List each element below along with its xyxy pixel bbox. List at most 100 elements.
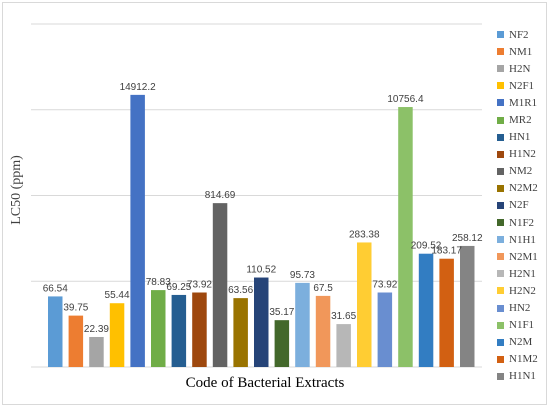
data-label-n2m1: 67.5 xyxy=(313,283,333,294)
data-label-n2f1: 55.44 xyxy=(105,290,130,301)
data-label-n1m2: 183.17 xyxy=(431,246,462,257)
legend-label: HN2 xyxy=(509,302,531,315)
legend-item-nf2: NF2 xyxy=(497,26,549,43)
legend-label: N2F1 xyxy=(509,79,535,92)
legend-item-n2f: N2F xyxy=(497,197,549,214)
legend-swatch xyxy=(497,99,504,107)
legend-label: H1N1 xyxy=(509,370,536,383)
legend-item-h2n2: H2N2 xyxy=(497,282,549,299)
data-labels: 66.5439.7522.3955.4414912.278.8369.2573.… xyxy=(43,82,483,335)
legend-label: N2F xyxy=(509,199,529,212)
legend-item-n1m2: N1M2 xyxy=(497,351,549,368)
y-axis-label: LC50 (ppm) xyxy=(9,155,24,225)
legend-item-hn1: HN1 xyxy=(497,129,549,146)
legend-item-n2m2: N2M2 xyxy=(497,180,549,197)
bar-h2n1 xyxy=(336,324,351,367)
bar-n1h1 xyxy=(295,282,310,367)
data-label-h2n2: 283.38 xyxy=(349,229,380,240)
bar-n2f1 xyxy=(109,303,125,367)
legend-item-n2f1: N2F1 xyxy=(497,77,549,94)
legend-item-mr2: MR2 xyxy=(497,111,549,128)
legend-item-h2n1: H2N1 xyxy=(497,265,549,282)
data-label-n2m: 209.52 xyxy=(411,241,442,252)
legend-swatch xyxy=(497,116,504,124)
bar-mr2 xyxy=(151,290,166,367)
legend-swatch xyxy=(497,184,504,192)
bar-n1f2 xyxy=(274,320,290,367)
legend-swatch xyxy=(497,236,504,244)
legend-item-n1h1: N1H1 xyxy=(497,231,549,248)
bar-n2m2 xyxy=(233,298,248,367)
data-label-nf2: 66.54 xyxy=(43,283,68,294)
legend-label: N1M2 xyxy=(509,353,538,366)
legend-item-m1r1: M1R1 xyxy=(497,94,549,111)
data-label-nm1: 39.75 xyxy=(63,303,88,314)
legend-label: H2N2 xyxy=(509,284,536,297)
bar-h1n1 xyxy=(460,245,475,367)
bar-n2m xyxy=(418,253,434,367)
legend-swatch xyxy=(497,48,504,56)
legend-swatch xyxy=(497,304,504,312)
legend-label: H2N1 xyxy=(509,267,536,280)
legend-label: NF2 xyxy=(509,28,529,41)
legend-item-nm2: NM2 xyxy=(497,163,549,180)
bar-nf2 xyxy=(48,296,63,367)
legend-label: H1N2 xyxy=(509,148,536,161)
bar-nm2 xyxy=(212,203,228,367)
legend-item-n2m1: N2M1 xyxy=(497,248,549,265)
data-label-n1h1: 95.73 xyxy=(290,270,315,281)
data-label-h2n1: 31.65 xyxy=(331,311,356,322)
data-label-n2m2: 63.56 xyxy=(228,285,253,296)
data-label-hn1: 69.25 xyxy=(166,282,191,293)
legend-label: H2N xyxy=(509,62,531,75)
data-label-m1r1: 14912.2 xyxy=(120,82,157,93)
legend-item-h1n2: H1N2 xyxy=(497,146,549,163)
chart-frame xyxy=(2,2,547,405)
legend-swatch xyxy=(497,31,504,39)
legend-swatch xyxy=(497,287,504,295)
bar-n2f xyxy=(254,277,269,367)
legend-label: NM2 xyxy=(509,165,533,178)
legend-swatch xyxy=(497,167,504,175)
bars xyxy=(48,94,475,368)
bar-n1f1 xyxy=(398,107,413,368)
legend-item-h2n: H2N xyxy=(497,60,549,77)
legend-swatch xyxy=(497,372,504,380)
legend-swatch xyxy=(497,338,504,346)
legend-swatch xyxy=(497,201,504,209)
legend-label: N2M xyxy=(509,336,533,349)
legend: NF2 NM1 H2N N2F1 M1R1 MR2 HN1 H1N2 NM2 N2M2 N2F N1F… xyxy=(497,26,549,385)
legend-swatch xyxy=(497,82,504,90)
legend-item-n1f2: N1F2 xyxy=(497,214,549,231)
legend-swatch xyxy=(497,65,504,73)
bar-m1r1 xyxy=(130,94,145,367)
legend-label: M1R1 xyxy=(509,96,538,109)
data-label-hn2: 73.92 xyxy=(372,280,397,291)
legend-label: N1F2 xyxy=(509,216,535,229)
x-axis-label: Code of Bacterial Extracts xyxy=(185,375,345,391)
legend-swatch xyxy=(497,150,504,158)
bar-nm1 xyxy=(68,315,84,367)
legend-swatch xyxy=(497,355,504,363)
data-label-h1n2: 73.92 xyxy=(187,280,212,291)
data-label-mr2: 78.83 xyxy=(146,277,171,288)
legend-swatch xyxy=(497,133,504,141)
bar-hn2 xyxy=(377,292,393,367)
legend-item-n2m: N2M xyxy=(497,334,549,351)
data-label-h2n: 22.39 xyxy=(84,324,109,335)
data-label-h1n1: 258.12 xyxy=(452,233,483,244)
bar-h1n2 xyxy=(192,292,207,367)
legend-label: N2M2 xyxy=(509,182,538,195)
bar-hn1 xyxy=(171,294,187,367)
legend-swatch xyxy=(497,321,504,329)
legend-swatch xyxy=(497,270,504,278)
legend-swatch xyxy=(497,219,504,227)
legend-label: N1F1 xyxy=(509,319,535,332)
legend-item-nm1: NM1 xyxy=(497,43,549,60)
legend-label: MR2 xyxy=(509,114,532,127)
bar-h2n2 xyxy=(357,242,372,367)
legend-label: NM1 xyxy=(509,45,533,58)
legend-item-hn2: HN2 xyxy=(497,300,549,317)
data-label-n2f: 110.52 xyxy=(246,265,276,276)
